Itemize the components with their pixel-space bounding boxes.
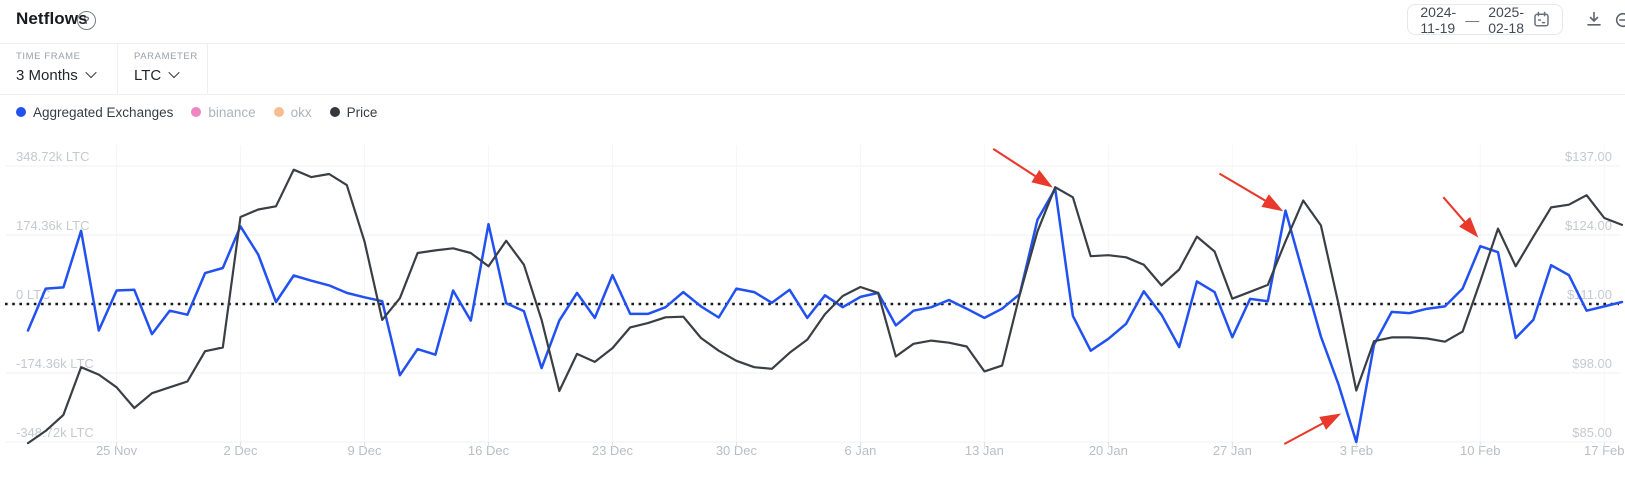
x-axis-tick-label: 20 Jan [1088,443,1128,458]
annotation-arrow-icon [1283,413,1342,445]
parameter-select[interactable]: PARAMETER LTC [118,43,208,94]
x-axis-tick-label: 3 Feb [1339,443,1373,458]
legend-dot-icon [273,107,284,117]
x-axis-tick-label: 27 Jan [1212,443,1252,458]
y-axis-right-label: $98.00 [1572,356,1612,371]
annotation-arrow-icon [992,147,1053,188]
y-axis-right-label: $124.00 [1565,218,1612,233]
page-title: Netflows [16,9,88,28]
parameter-value: LTC [134,67,162,84]
series-line-price [26,168,1624,445]
x-axis-tick-label: 2 Dec [223,443,258,458]
controls-row: TIME FRAME 3 Months PARAMETER LTC [0,43,1625,95]
date-from: 2024-11-19 [1420,3,1457,36]
legend-label: okx [290,104,312,120]
zoom-reset-icon[interactable] [1613,10,1625,30]
x-axis-tick-label: 17 Feb [1584,443,1625,458]
legend-item-okx[interactable]: okx [273,104,312,120]
y-axis-left-label: -174.36k LTC [16,356,94,371]
legend-dot-icon [16,107,26,117]
legend-item-binance[interactable]: binance [191,104,256,120]
annotation-arrow-icon [1442,196,1479,238]
legend-label: Price [346,104,378,120]
annotation-arrow-icon [1218,172,1284,212]
calendar-icon [1533,11,1550,28]
download-icon[interactable] [1585,10,1605,30]
x-axis-tick-label: 16 Dec [467,443,510,458]
y-axis-right-label: $111.00 [1566,287,1612,302]
x-axis-tick-label: 30 Dec [715,443,758,458]
x-axis-tick-label: 23 Dec [591,443,634,458]
time-frame-label: TIME FRAME [16,51,81,62]
chevron-down-icon [85,66,97,79]
header: Netflows ? 2024-11-19 — 2025-02-18 [0,0,1625,44]
date-range-picker[interactable]: 2024-11-19 — 2025-02-18 [1407,3,1563,36]
help-icon[interactable]: ? [77,11,96,30]
time-frame-select[interactable]: TIME FRAME 3 Months [0,43,118,94]
legend-item-price[interactable]: Price [329,104,378,120]
y-axis-left-label: 348.72k LTC [16,149,90,164]
legend-label: binance [208,104,256,120]
x-axis-tick-label: 9 Dec [347,443,382,458]
series-line-aggregated-exchanges [26,187,1624,444]
y-axis-right-label: $137.00 [1565,149,1612,164]
y-axis-left-label: 0 LTC [16,287,51,302]
legend-dot-icon [191,107,202,117]
x-axis-tick-label: 25 Nov [95,443,138,458]
legend-label: Aggregated Exchanges [33,104,174,120]
parameter-label: PARAMETER [134,51,198,62]
date-separator: — [1465,11,1480,28]
legend-item-aggregated-exchanges[interactable]: Aggregated Exchanges [16,105,173,120]
chart-legend: Aggregated Exchanges binance okx Price [0,94,1625,130]
time-frame-value: 3 Months [16,67,78,84]
x-axis-tick-label: 13 Jan [964,443,1004,458]
y-axis-left-label: 174.36k LTC [16,218,90,233]
y-axis-right-label: $85.00 [1572,425,1612,440]
date-to: 2025-02-18 [1488,3,1524,36]
chevron-down-icon [168,66,180,79]
x-axis-tick-label: 10 Feb [1460,443,1501,458]
legend-dot-icon [329,107,340,117]
x-axis-tick-label: 6 Jan [844,443,877,458]
y-axis-left-label: -348.72k LTC [16,425,94,440]
